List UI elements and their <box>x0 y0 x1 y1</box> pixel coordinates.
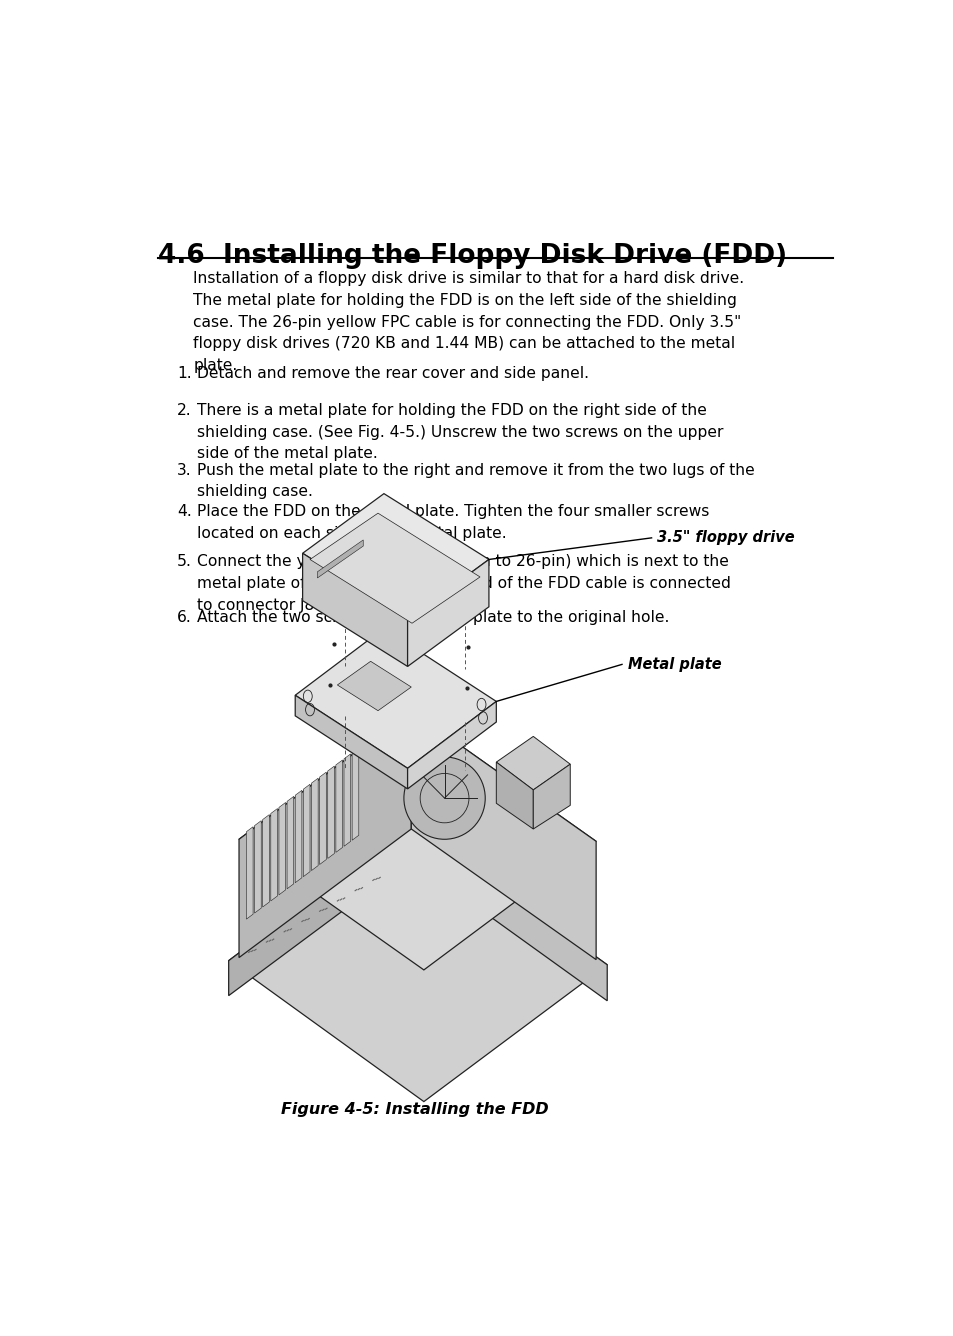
Polygon shape <box>407 560 488 667</box>
Polygon shape <box>246 827 253 919</box>
Text: 5.: 5. <box>176 554 192 569</box>
Text: 3.: 3. <box>176 462 192 478</box>
Text: Detach and remove the rear cover and side panel.: Detach and remove the rear cover and sid… <box>196 366 588 381</box>
Polygon shape <box>302 553 407 667</box>
Text: Attach the two screws of the metal plate to the original hole.: Attach the two screws of the metal plate… <box>196 609 669 625</box>
Polygon shape <box>407 701 496 788</box>
Text: 4.6  Installing the Floppy Disk Drive (FDD): 4.6 Installing the Floppy Disk Drive (FD… <box>157 243 786 269</box>
Text: Installation of a floppy disk drive is similar to that for a hard disk drive.
Th: Installation of a floppy disk drive is s… <box>193 271 743 373</box>
Polygon shape <box>239 711 411 958</box>
Text: 4.: 4. <box>176 504 192 518</box>
Text: Figure 4-5: Installing the FDD: Figure 4-5: Installing the FDD <box>281 1102 548 1117</box>
Polygon shape <box>319 772 326 864</box>
Polygon shape <box>294 695 407 788</box>
Text: 6.: 6. <box>176 609 192 625</box>
Polygon shape <box>262 815 269 907</box>
Text: 1.: 1. <box>176 366 192 381</box>
Polygon shape <box>311 778 317 871</box>
Polygon shape <box>310 513 479 623</box>
Polygon shape <box>302 493 488 619</box>
Text: Place the FDD on the metal plate. Tighten the four smaller screws
located on eac: Place the FDD on the metal plate. Tighte… <box>196 504 708 541</box>
Polygon shape <box>294 628 496 768</box>
Text: Metal plate: Metal plate <box>627 657 720 672</box>
Polygon shape <box>411 711 596 959</box>
Polygon shape <box>533 764 570 828</box>
Polygon shape <box>294 791 301 883</box>
Polygon shape <box>344 754 351 846</box>
Polygon shape <box>271 808 277 900</box>
Polygon shape <box>303 784 310 876</box>
Polygon shape <box>496 736 570 790</box>
Polygon shape <box>335 760 342 852</box>
Polygon shape <box>229 824 411 995</box>
Polygon shape <box>229 824 606 1102</box>
Text: 3.5" floppy drive: 3.5" floppy drive <box>657 530 794 545</box>
Polygon shape <box>239 711 596 970</box>
Text: Push the metal plate to the right and remove it from the two lugs of the
shieldi: Push the metal plate to the right and re… <box>196 462 754 500</box>
Polygon shape <box>337 661 411 711</box>
Text: Connect the yellow FDD cable (26-pin to 26-pin) which is next to the
metal plate: Connect the yellow FDD cable (26-pin to … <box>196 554 730 612</box>
Polygon shape <box>317 540 363 578</box>
Text: There is a metal plate for holding the FDD on the right side of the
shielding ca: There is a metal plate for holding the F… <box>196 403 722 461</box>
Text: 2.: 2. <box>176 403 192 418</box>
Ellipse shape <box>403 758 485 839</box>
Polygon shape <box>496 762 533 828</box>
Polygon shape <box>254 820 261 912</box>
Polygon shape <box>278 803 285 895</box>
Polygon shape <box>352 748 358 840</box>
Polygon shape <box>287 796 294 888</box>
Polygon shape <box>411 824 606 1001</box>
Polygon shape <box>328 766 335 859</box>
